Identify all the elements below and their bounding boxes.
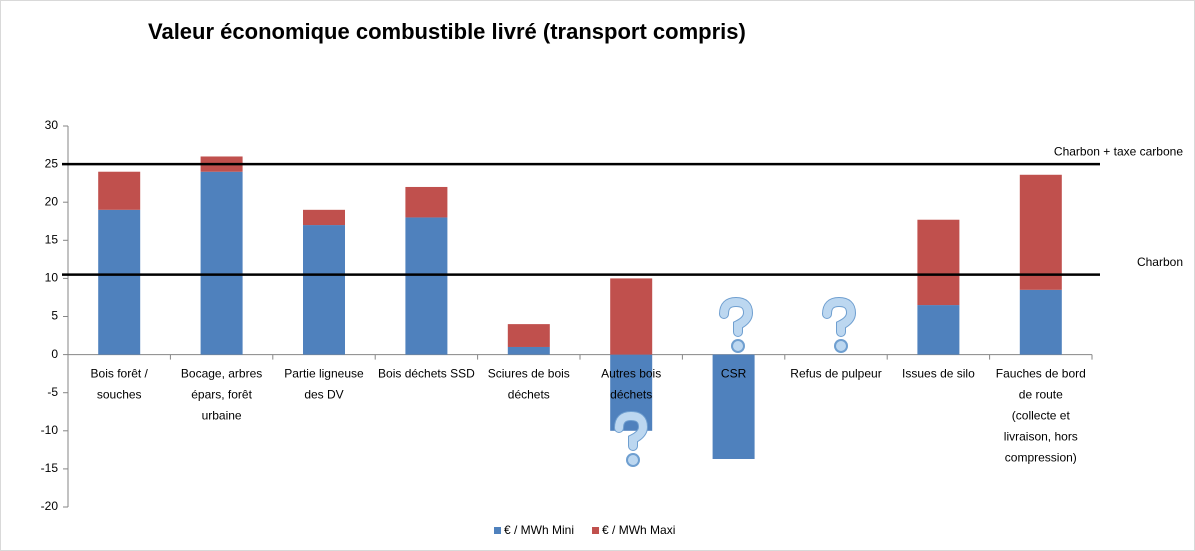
x-tick-label: Bocage, arbres épars, forêt urbaine bbox=[181, 367, 262, 423]
bar-segment bbox=[200, 171, 243, 355]
bar-segment bbox=[507, 324, 550, 347]
y-tick-label: 0 bbox=[51, 347, 58, 361]
x-tick-label: Issues de silo bbox=[902, 367, 975, 381]
legend-label: € / MWh Mini bbox=[504, 523, 574, 537]
bar-segment bbox=[303, 209, 345, 226]
x-tick-label: Fauches de bord de route (collecte et livra… bbox=[996, 367, 1086, 465]
question-icon bbox=[719, 296, 754, 353]
question-icon bbox=[822, 296, 857, 353]
x-tick-label: Autres bois déchets bbox=[601, 367, 661, 402]
x-tick-label: Sciures de bois déchets bbox=[488, 367, 570, 402]
bar-segment bbox=[712, 354, 755, 459]
y-tick-label: -5 bbox=[47, 385, 58, 399]
x-tick-label: CSR bbox=[721, 367, 747, 381]
bar-segment bbox=[1019, 174, 1062, 290]
y-tick-label: 25 bbox=[45, 156, 59, 170]
bar-segment bbox=[303, 225, 345, 355]
legend-swatch bbox=[592, 527, 600, 534]
y-tick-label: 20 bbox=[45, 194, 59, 208]
bar-segment bbox=[1019, 289, 1062, 355]
legend-swatch bbox=[494, 527, 501, 534]
y-tick-label: 15 bbox=[45, 232, 59, 246]
question-icon bbox=[614, 410, 649, 467]
bar-segment bbox=[98, 209, 141, 355]
y-tick-label: 5 bbox=[51, 309, 58, 323]
bar-segment bbox=[917, 305, 960, 355]
legend-label: € / MWh Maxi bbox=[602, 523, 675, 537]
bar-segment bbox=[610, 278, 653, 355]
chart-title: Valeur économique combustible livré (tra… bbox=[148, 19, 746, 44]
x-tick-label: Bois forêt / souches bbox=[91, 367, 149, 402]
y-tick-label: 30 bbox=[45, 118, 59, 132]
x-tick-label: Refus de pulpeur bbox=[790, 367, 881, 381]
reference-label: Charbon + taxe carbone bbox=[1054, 144, 1183, 158]
y-tick-label: -20 bbox=[41, 499, 59, 513]
x-tick-label: Bois déchets SSD bbox=[378, 367, 475, 381]
y-tick-label: 10 bbox=[45, 271, 59, 285]
y-tick-label: -10 bbox=[41, 423, 59, 437]
bar-segment bbox=[405, 186, 448, 218]
bar-segment bbox=[917, 219, 960, 306]
x-tick-label: Partie ligneuse des DV bbox=[284, 367, 364, 402]
y-tick-label: -15 bbox=[41, 461, 59, 475]
bar-segment bbox=[405, 217, 448, 355]
bar-segment bbox=[98, 171, 141, 210]
reference-label: Charbon bbox=[1137, 255, 1183, 269]
bar-segment bbox=[507, 346, 550, 355]
